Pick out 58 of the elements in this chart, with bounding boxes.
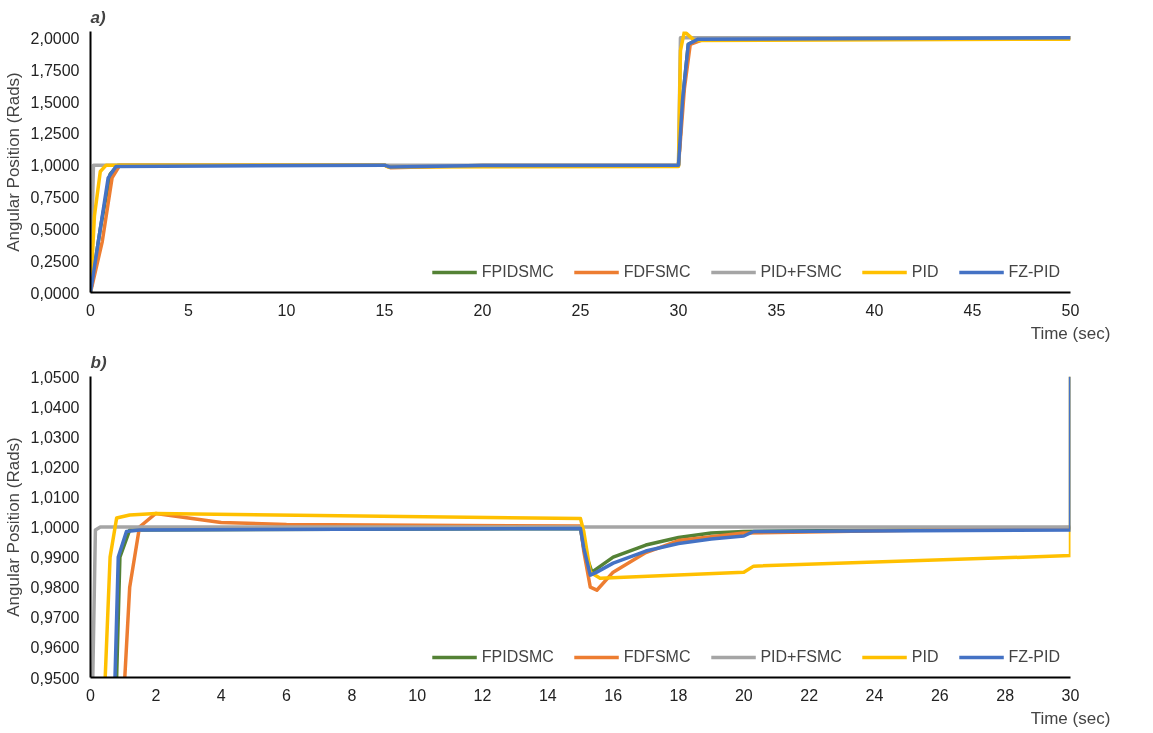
x-tick-label: 14 bbox=[538, 686, 557, 704]
y-axis-title: Angular Position (Rads) bbox=[3, 437, 23, 617]
y-tick-label: 0,5000 bbox=[30, 220, 80, 238]
x-tick-label: 12 bbox=[473, 686, 492, 704]
y-tick-label: 1,0400 bbox=[30, 398, 80, 416]
legend-label: FZ-PID bbox=[1008, 648, 1060, 666]
x-tick-label: 25 bbox=[571, 301, 590, 319]
x-tick-label: 10 bbox=[277, 301, 296, 319]
y-tick-label: 0,9800 bbox=[30, 579, 80, 597]
x-axis-title: Time (sec) bbox=[1030, 708, 1111, 728]
x-tick-label: 40 bbox=[865, 301, 884, 319]
x-tick-label: 26 bbox=[930, 686, 949, 704]
legend-label: PID bbox=[911, 648, 939, 666]
x-tick-label: 18 bbox=[669, 686, 688, 704]
y-tick-label: 1,0000 bbox=[30, 157, 80, 175]
chart-title: a) bbox=[90, 7, 106, 27]
legend-label: FDFSMC bbox=[623, 648, 691, 666]
x-tick-label: 24 bbox=[865, 686, 884, 704]
y-tick-label: 1,0000 bbox=[30, 519, 80, 536]
y-axis-title: Angular Position (Rads) bbox=[3, 72, 23, 252]
y-tick-label: 0,0000 bbox=[30, 284, 80, 302]
y-tick-label: 1,2500 bbox=[30, 125, 80, 143]
x-tick-label: 16 bbox=[604, 686, 623, 704]
x-tick-label: 20 bbox=[734, 686, 753, 704]
y-tick-label: 0,9900 bbox=[30, 549, 80, 567]
x-tick-label: 20 bbox=[473, 301, 492, 319]
x-tick-label: 22 bbox=[800, 686, 819, 704]
y-tick-label: 2,0000 bbox=[30, 29, 80, 47]
x-tick-label: 35 bbox=[767, 301, 786, 319]
y-tick-label: 1,0100 bbox=[30, 488, 80, 506]
y-tick-label: 1,0500 bbox=[30, 368, 80, 386]
x-tick-label: 45 bbox=[963, 301, 982, 319]
y-tick-label: 0,2500 bbox=[30, 252, 80, 270]
x-tick-label: 10 bbox=[408, 686, 427, 704]
x-tick-label: 30 bbox=[1061, 686, 1080, 704]
x-tick-label: 8 bbox=[347, 686, 357, 704]
y-tick-label: 0,9700 bbox=[30, 609, 80, 627]
y-tick-label: 0,7500 bbox=[30, 189, 80, 207]
y-tick-label: 1,5000 bbox=[30, 93, 80, 111]
chart-title: b) bbox=[90, 352, 107, 372]
x-tick-label: 15 bbox=[375, 301, 394, 319]
y-tick-label: 1,0300 bbox=[30, 428, 80, 446]
x-tick-label: 28 bbox=[996, 686, 1015, 704]
y-tick-label: 0,9600 bbox=[30, 639, 80, 657]
x-tick-label: 2 bbox=[151, 686, 161, 704]
x-tick-label: 50 bbox=[1061, 301, 1080, 319]
x-tick-label: 30 bbox=[669, 301, 688, 319]
y-tick-label: 0,9500 bbox=[30, 669, 80, 687]
x-tick-label: 5 bbox=[184, 301, 194, 319]
legend-label: FPIDSMC bbox=[481, 648, 554, 666]
x-tick-label: 4 bbox=[216, 686, 226, 704]
x-tick-label: 0 bbox=[86, 686, 96, 704]
y-tick-label: 1,0200 bbox=[30, 458, 80, 476]
x-tick-label: 6 bbox=[282, 686, 292, 704]
y-tick-label: 1,7500 bbox=[30, 61, 80, 79]
legend-label: PID+FSMC bbox=[760, 648, 842, 666]
x-axis-title: Time (sec) bbox=[1030, 323, 1111, 343]
x-tick-label: 0 bbox=[86, 301, 96, 319]
